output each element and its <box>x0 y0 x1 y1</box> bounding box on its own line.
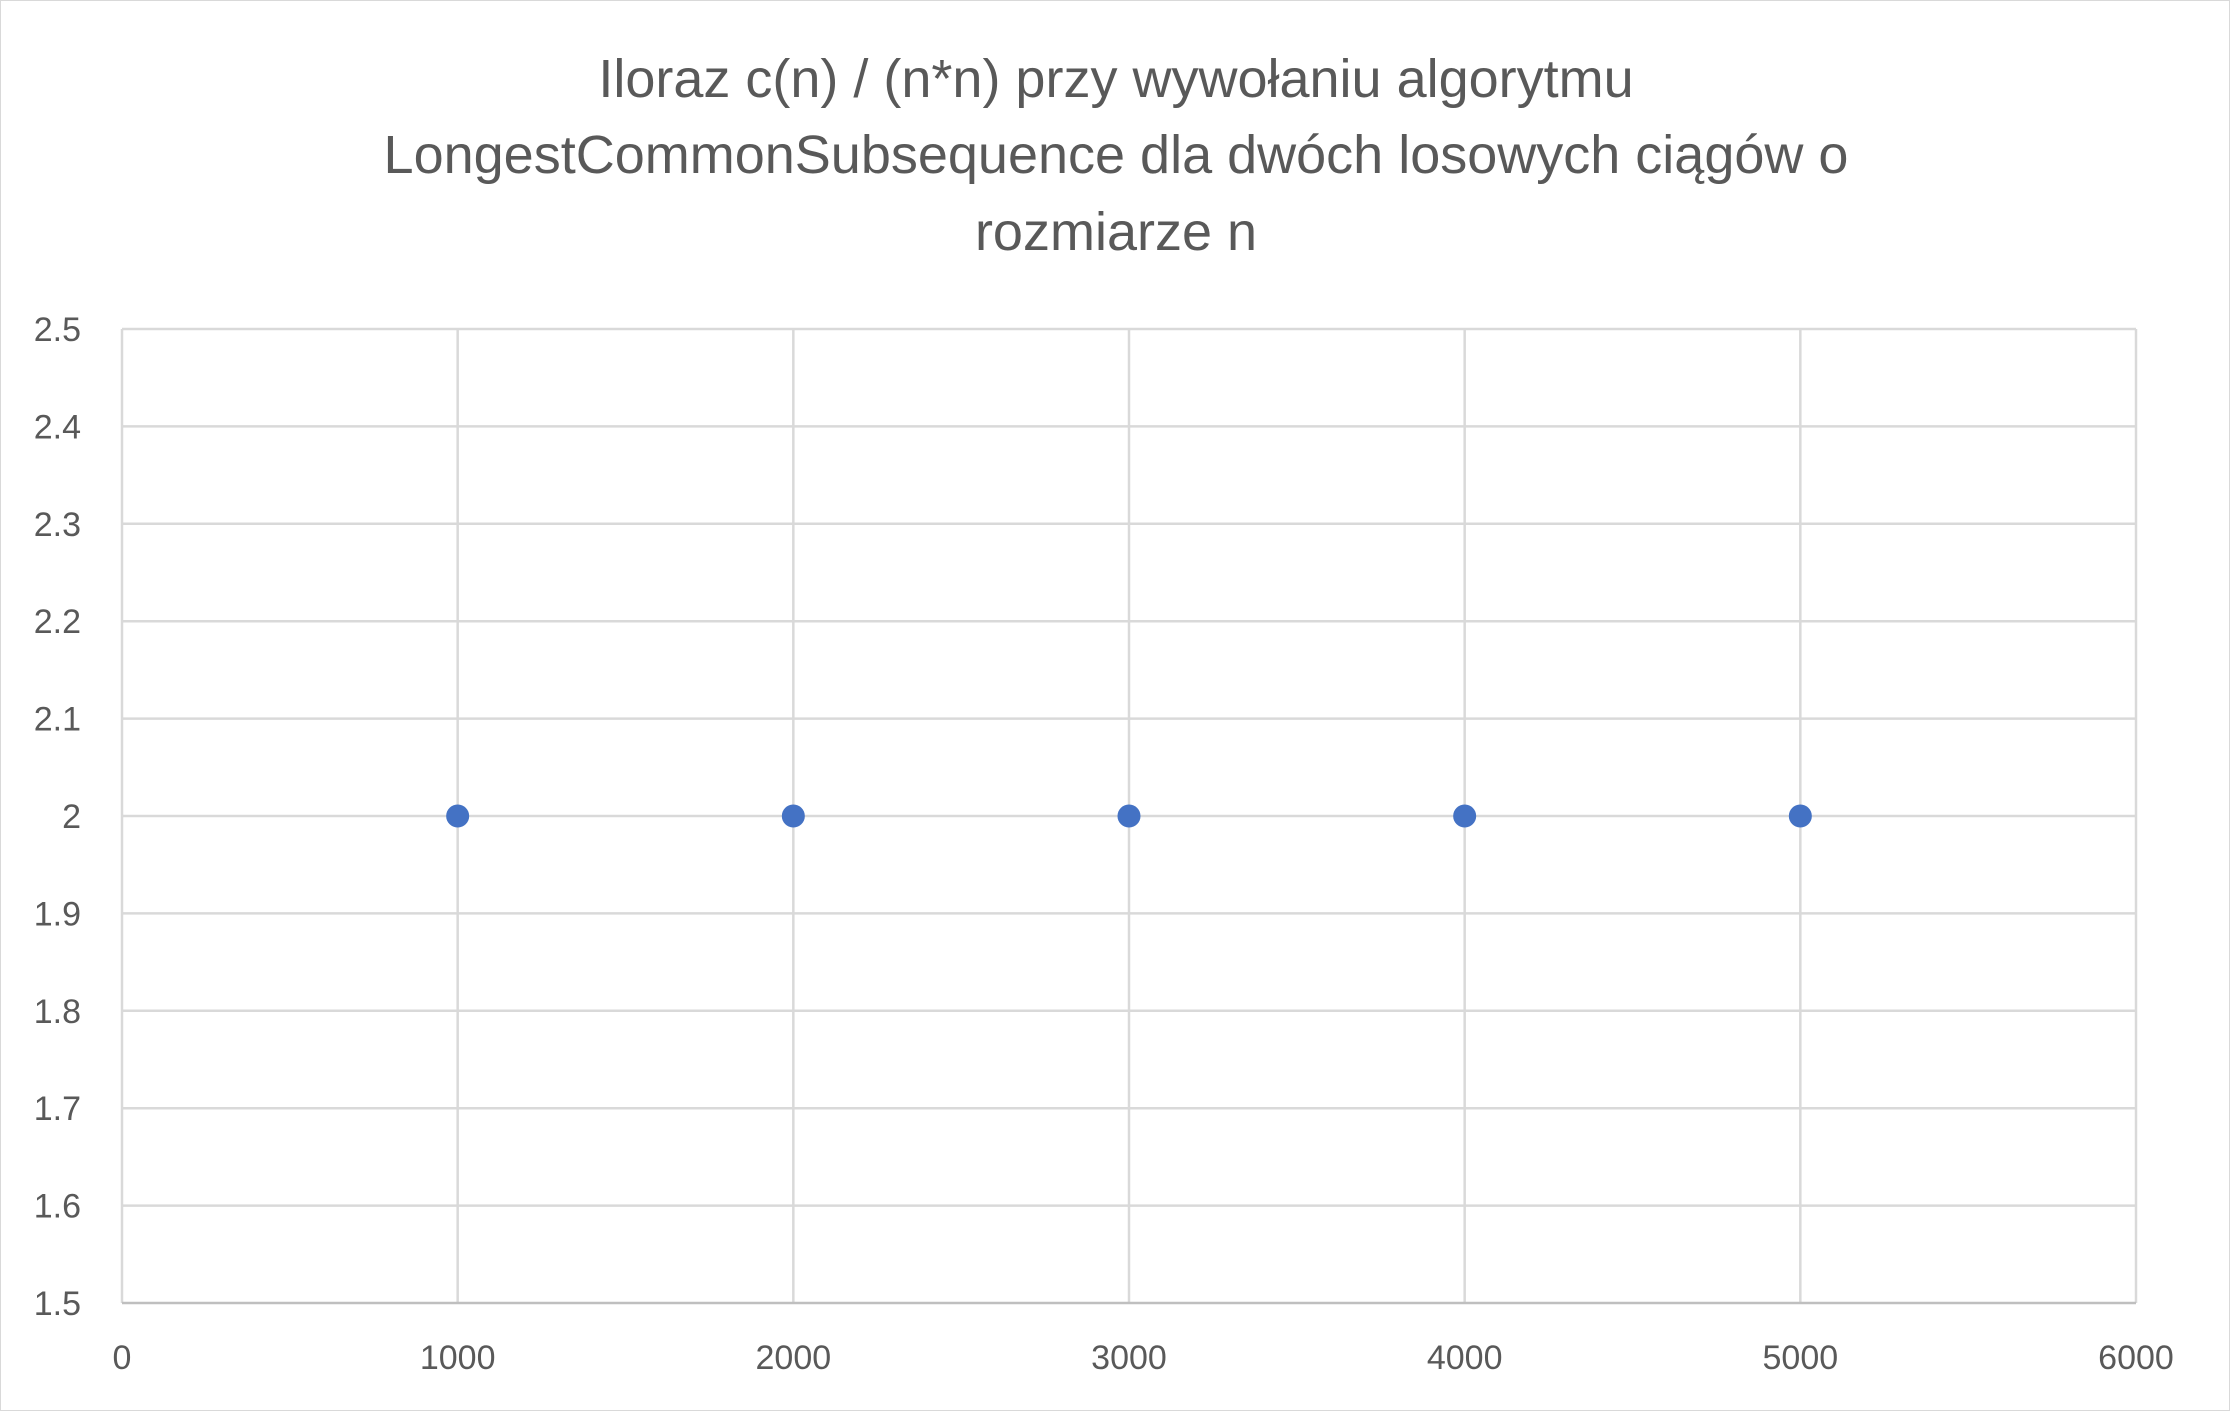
chart-title: Iloraz c(n) / (n*n) przy wywołaniu algor… <box>384 49 1849 262</box>
chart-title-line-3: rozmiarze n <box>975 202 1257 262</box>
chart-title-line-1: Iloraz c(n) / (n*n) przy wywołaniu algor… <box>598 49 1633 109</box>
y-axis-tick-labels: 2.5 2.4 2.3 2.2 2.1 2 1.9 1.8 1.7 1.6 1.5 <box>34 311 81 1323</box>
data-point <box>1453 804 1477 828</box>
y-tick-label: 1.7 <box>34 1090 81 1128</box>
x-tick-label: 4000 <box>1427 1339 1503 1377</box>
y-tick-label: 2.4 <box>34 408 81 446</box>
chart-title-line-2: LongestCommonSubsequence dla dwóch losow… <box>384 125 1849 185</box>
data-point <box>446 804 470 828</box>
y-tick-label: 2.5 <box>34 311 81 349</box>
y-tick-label: 2 <box>62 798 81 836</box>
x-tick-label: 3000 <box>1091 1339 1167 1377</box>
x-tick-label: 5000 <box>1763 1339 1839 1377</box>
data-point <box>1117 804 1141 828</box>
data-point <box>1788 804 1812 828</box>
y-tick-label: 2.1 <box>34 701 81 739</box>
x-tick-label: 0 <box>113 1339 132 1377</box>
y-tick-label: 1.6 <box>34 1188 81 1226</box>
x-axis-tick-labels: 0 1000 2000 3000 4000 5000 6000 <box>113 1339 2174 1377</box>
y-tick-label: 1.5 <box>34 1285 81 1323</box>
x-tick-label: 1000 <box>420 1339 496 1377</box>
y-tick-label: 2.3 <box>34 506 81 544</box>
data-points <box>446 804 1812 828</box>
x-tick-label: 6000 <box>2098 1339 2174 1377</box>
y-tick-label: 2.2 <box>34 603 81 641</box>
y-tick-label: 1.9 <box>34 895 81 933</box>
y-tick-label: 1.8 <box>34 993 81 1031</box>
x-tick-label: 2000 <box>756 1339 832 1377</box>
data-point <box>781 804 805 828</box>
